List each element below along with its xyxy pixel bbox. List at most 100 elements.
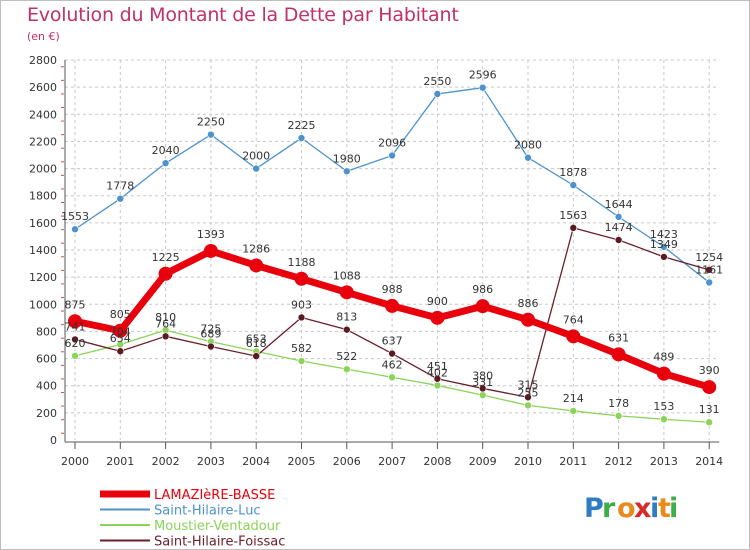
x-tick-label: 2014 — [695, 455, 723, 468]
data-label: 900 — [427, 295, 448, 308]
x-tick-label: 2006 — [333, 455, 361, 468]
data-point — [161, 159, 170, 167]
x-tick-label: 2008 — [423, 455, 451, 468]
data-point — [524, 393, 532, 402]
data-label: 331 — [472, 376, 493, 389]
legend: LAMAZIèRE-BASSESaint-Hilaire-LucMoustier… — [100, 488, 285, 550]
y-tick-label: 1400 — [29, 244, 57, 257]
data-point — [705, 418, 714, 427]
y-tick-label: 200 — [36, 407, 57, 420]
data-label: 178 — [608, 397, 629, 410]
data-point — [524, 401, 532, 410]
y-tick-label: 600 — [36, 353, 57, 366]
data-point — [478, 391, 487, 399]
y-tick-label: 2600 — [29, 81, 57, 94]
data-point — [478, 83, 487, 92]
data-point — [388, 349, 396, 358]
data-label: 764 — [563, 313, 584, 326]
logo-letter: o — [617, 493, 636, 524]
data-point — [660, 243, 668, 251]
legend-label: Saint-Hilaire-Luc — [154, 504, 261, 519]
data-point — [705, 278, 714, 287]
data-point — [521, 312, 535, 327]
data-label: 654 — [110, 332, 131, 345]
data-label: 489 — [653, 351, 674, 364]
data-point — [342, 365, 351, 373]
x-tick-label: 2001 — [106, 455, 134, 468]
data-label: 315 — [518, 378, 539, 391]
data-point — [207, 342, 215, 351]
data-point — [297, 134, 306, 142]
data-point — [702, 380, 717, 395]
data-label: 618 — [246, 337, 267, 350]
data-point — [339, 285, 354, 300]
data-point — [614, 236, 623, 244]
data-label: 725 — [200, 323, 221, 336]
data-point — [342, 167, 351, 176]
data-label: 1254 — [695, 251, 723, 264]
data-point — [252, 164, 261, 173]
y-tick-label: 1000 — [29, 298, 57, 311]
data-label: 2000 — [242, 150, 270, 163]
data-point — [158, 266, 173, 281]
data-label: 2550 — [423, 75, 451, 88]
data-point — [433, 90, 442, 98]
data-label: 522 — [336, 350, 357, 363]
data-point — [297, 313, 306, 322]
data-label: 131 — [699, 403, 720, 416]
data-label: 1188 — [288, 256, 316, 269]
axes — [61, 60, 720, 449]
data-label: 2225 — [288, 119, 316, 132]
data-label: 451 — [427, 360, 448, 373]
x-axis-ticks: 2000 2001 2002 2003 2004 2005 2006 2007 2008 2009… — [61, 455, 723, 468]
data-point — [566, 329, 581, 344]
y-tick-label: 0 — [50, 434, 57, 447]
data-point — [614, 213, 623, 221]
data-point — [524, 153, 532, 162]
data-label: 653 — [246, 332, 267, 345]
data-label: 1878 — [559, 166, 587, 179]
data-point — [249, 258, 264, 273]
data-point — [430, 310, 445, 325]
data-label: 1088 — [333, 269, 361, 282]
data-label: 1225 — [152, 251, 180, 264]
data-label: 1161 — [695, 263, 723, 276]
data-label: 2096 — [378, 137, 406, 150]
data-label: 631 — [608, 331, 629, 344]
y-tick-label: 1800 — [29, 190, 57, 203]
y-tick-label: 2000 — [29, 163, 57, 176]
y-tick-label: 800 — [36, 325, 57, 338]
data-label: 637 — [382, 335, 403, 348]
data-label: 886 — [518, 297, 539, 310]
data-point — [611, 347, 626, 362]
data-label: 1474 — [605, 221, 633, 234]
data-point — [113, 323, 128, 338]
data-point — [294, 271, 309, 286]
x-tick-label: 2000 — [61, 455, 89, 468]
y-tick-label: 2200 — [29, 135, 57, 148]
data-point — [116, 194, 125, 203]
data-point — [433, 374, 442, 383]
data-point — [388, 373, 396, 382]
data-label: 704 — [110, 325, 131, 338]
data-label: 2250 — [197, 116, 225, 129]
data-label: 2596 — [469, 69, 497, 82]
data-label: 390 — [699, 364, 720, 377]
data-point — [71, 352, 79, 360]
y-tick-label: 1200 — [29, 271, 57, 284]
unit-label: (en €) — [27, 30, 60, 43]
data-label: 1644 — [605, 198, 633, 211]
data-label: 1778 — [106, 180, 134, 193]
data-point — [614, 412, 623, 420]
x-tick-label: 2009 — [469, 455, 497, 468]
data-point — [297, 357, 306, 365]
y-tick-label: 1600 — [29, 217, 57, 230]
data-label: 903 — [291, 298, 312, 311]
data-label: 2080 — [514, 139, 542, 152]
data-label: 462 — [382, 358, 403, 371]
data-label: 582 — [291, 342, 312, 355]
series-points — [68, 83, 717, 427]
data-point — [656, 366, 671, 381]
